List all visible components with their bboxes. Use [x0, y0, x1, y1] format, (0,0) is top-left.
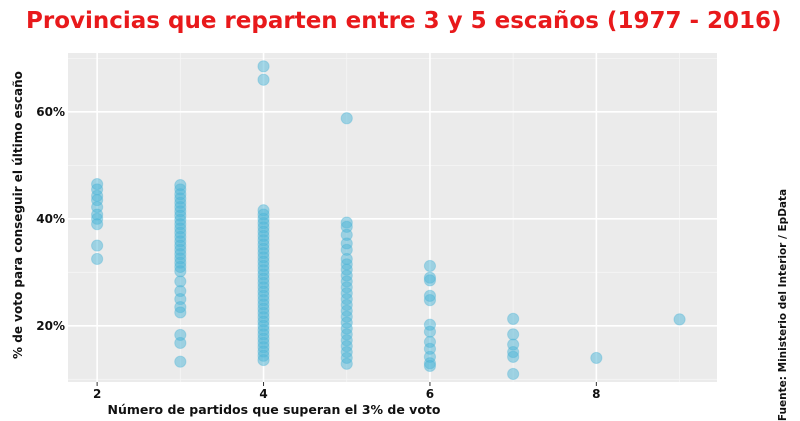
data-point — [257, 73, 270, 86]
y-axis-label: % de voto para conseguir el último escañ… — [11, 71, 25, 359]
data-point — [423, 325, 437, 338]
data-point — [507, 350, 520, 363]
data-point — [91, 252, 104, 266]
source-note: Fuente: Ministerio del Interior / EpData — [777, 188, 789, 421]
y-tick-label: 20% — [36, 319, 65, 333]
x-axis-label: Número de partidos que superan el 3% de … — [107, 402, 441, 417]
data-point — [91, 239, 104, 252]
y-tick-label: 60% — [36, 105, 65, 119]
data-point — [91, 218, 104, 231]
data-point — [174, 306, 187, 319]
chart-title: Provincias que reparten entre 3 y 5 esca… — [26, 8, 782, 34]
x-tick-label: 6 — [426, 387, 434, 401]
data-point — [507, 312, 520, 325]
data-point — [174, 265, 187, 278]
y-tick-label: 40% — [36, 212, 65, 226]
x-tick-label: 2 — [93, 387, 101, 401]
data-point — [174, 355, 187, 368]
x-tick-label: 8 — [592, 387, 600, 401]
x-tick-label: 4 — [259, 387, 267, 401]
data-point — [423, 259, 437, 273]
data-points — [91, 60, 686, 381]
data-point — [423, 294, 437, 307]
data-point — [340, 112, 353, 125]
data-point — [423, 359, 437, 373]
plot-panel — [68, 53, 717, 382]
y-axis-ticks: 20% 40% 60% — [36, 105, 65, 333]
data-point — [507, 367, 520, 381]
data-point — [174, 336, 187, 350]
data-point — [340, 357, 353, 370]
data-point — [590, 351, 603, 365]
data-point — [507, 328, 520, 341]
data-point — [257, 353, 270, 367]
x-axis-ticks: 2 4 6 8 — [93, 382, 601, 401]
data-point — [673, 313, 686, 326]
data-point — [423, 274, 437, 287]
data-point — [257, 60, 270, 73]
